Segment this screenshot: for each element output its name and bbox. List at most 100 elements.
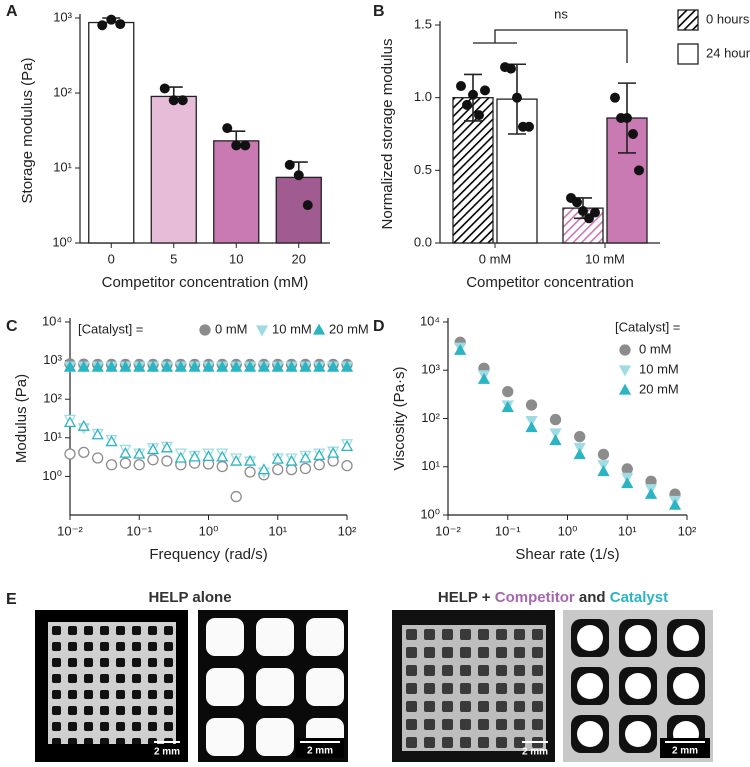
marker	[668, 498, 682, 510]
y-tick-label: 10⁰	[420, 506, 440, 521]
data-point	[302, 200, 313, 211]
x-tick-label: 10²	[678, 523, 697, 538]
y-tick-label: 10²	[53, 84, 72, 99]
bar	[275, 176, 322, 244]
panel-e: E HELP alone HELP + Competitor and Catal…	[6, 589, 713, 762]
marker	[174, 451, 187, 463]
data-point	[474, 110, 484, 121]
panel-1: B 0.0 0.5 1.0 1.5 Normalized storage modulus C…	[373, 3, 750, 291]
marker	[573, 448, 586, 460]
marker	[574, 431, 586, 443]
x-tick-label: 10⁻²	[435, 523, 461, 538]
marker	[621, 463, 633, 475]
y-tick-label: 1.5	[414, 16, 432, 31]
data-point	[524, 121, 534, 132]
marker	[573, 442, 586, 454]
data-point	[634, 165, 644, 176]
y-tick-label: 10⁰	[52, 234, 72, 249]
y-axis-label: Viscosity (Pa·s)	[391, 367, 408, 471]
x-tick-label: 5	[170, 251, 177, 266]
x-tick-label: 10⁰	[199, 523, 219, 538]
x-tick-label: 10⁻²	[57, 523, 83, 538]
y-tick-label: 1.0	[414, 89, 432, 104]
legend-label: 20 mM	[639, 381, 679, 396]
scale-label: 2 mm	[154, 747, 180, 758]
data-point	[480, 85, 490, 96]
marker	[230, 360, 243, 372]
scale-label: 2 mm	[672, 746, 698, 757]
y-axis-label: Storage modulus (Pa)	[19, 58, 36, 204]
marker	[216, 360, 229, 372]
data-point	[506, 63, 516, 74]
marker	[502, 386, 514, 398]
annotation: ns	[554, 6, 568, 21]
marker	[216, 450, 229, 462]
marker	[133, 360, 146, 372]
data-point	[231, 140, 242, 151]
y-axis-label: Normalized storage modulus	[379, 39, 396, 230]
marker	[477, 372, 491, 384]
bar	[213, 140, 260, 244]
x-axis-label: Competitor concentration (mM)	[102, 274, 309, 291]
marker	[243, 454, 257, 466]
marker	[285, 463, 298, 476]
axes	[69, 318, 347, 516]
x-tick-label: 20	[292, 251, 306, 266]
marker	[257, 463, 271, 475]
legend-swatch	[677, 43, 699, 65]
marker	[271, 360, 284, 372]
marker	[255, 325, 269, 337]
legend-label: 10 mM	[639, 361, 679, 376]
marker	[644, 487, 658, 499]
marker	[549, 434, 562, 446]
data-point	[628, 129, 638, 139]
marker	[327, 360, 340, 372]
legend-title: [Catalyst] =	[615, 319, 680, 334]
x-tick-label: 10²	[338, 523, 357, 538]
y-tick-label: 10³	[53, 9, 72, 24]
data-point	[159, 83, 170, 94]
y-tick-label: 10¹	[421, 458, 440, 473]
marker	[119, 446, 132, 458]
x-tick-label: 10⁰	[558, 523, 578, 538]
marker	[64, 448, 76, 460]
y-tick-label: 10⁴	[42, 313, 62, 328]
marker	[525, 421, 538, 433]
x-tick-label: 10¹	[268, 523, 287, 538]
panel-letter: D	[373, 318, 385, 335]
marker	[340, 360, 354, 372]
title-part: Catalyst	[610, 589, 668, 606]
x-tick-label: 10	[229, 251, 243, 266]
data-point	[177, 95, 188, 106]
marker	[271, 452, 284, 464]
marker	[257, 360, 271, 372]
legend-label: 0 mM	[639, 341, 672, 356]
marker	[501, 401, 514, 413]
marker	[147, 454, 159, 466]
x-axis-label: Competitor concentration	[466, 274, 634, 291]
marker	[621, 477, 634, 489]
marker	[312, 323, 326, 335]
marker	[119, 360, 132, 372]
marker	[188, 450, 201, 462]
marker	[133, 447, 146, 459]
legend-label: 0 mM	[215, 321, 248, 336]
panel-2: C 10⁰ 10¹ 10² 10³ 10⁴ Modulus (Pa) Frequency (r…	[6, 313, 369, 563]
panel-0: A 10⁰ 10¹ 10² 10³ Storage modulus (Pa) Competi…	[6, 3, 330, 291]
marker	[313, 360, 326, 372]
image	[198, 610, 348, 762]
scale-label: 2 mm	[522, 747, 548, 758]
x-tick-label: 0 mM	[479, 251, 512, 266]
x-tick-label: 10¹	[618, 523, 637, 538]
bracket	[473, 29, 628, 63]
data-point	[456, 81, 466, 92]
x-axis-label: Shear rate (1/s)	[515, 546, 619, 563]
marker	[230, 454, 243, 466]
data-point	[512, 92, 522, 103]
marker	[202, 360, 215, 372]
x-tick-label: 10 mM	[585, 251, 625, 266]
marker	[146, 443, 160, 455]
marker	[63, 416, 77, 428]
